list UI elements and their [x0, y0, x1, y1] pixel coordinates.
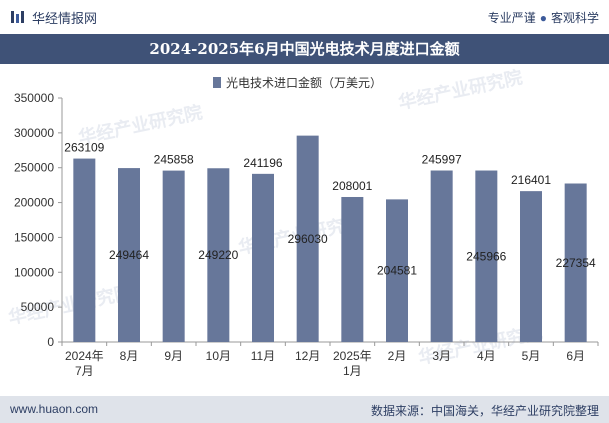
footer-website: www.huaon.com	[10, 402, 99, 416]
x-tick-label: 12月	[295, 349, 320, 363]
x-tick-label: 2025年 1月	[333, 349, 372, 378]
x-tick-label: 4月	[477, 349, 496, 363]
brand-name: 华经情报网	[32, 11, 98, 26]
y-tick-label: 150000	[14, 230, 54, 244]
data-label: 216401	[511, 173, 551, 187]
slogan: 专业严谨 ● 客观科学	[488, 9, 599, 26]
legend-swatch	[213, 77, 221, 88]
data-label: 227354	[556, 256, 596, 270]
x-axis: 2024年 7月 8月 9月 10月 11月 12月 2025年 1月 2月 3月 4月 5月 6月	[61, 341, 599, 378]
bar	[296, 135, 319, 342]
x-tick-label: 11月	[251, 349, 275, 363]
slogan-separator-icon: ●	[539, 11, 547, 25]
bar	[475, 170, 498, 342]
data-label: 245858	[154, 153, 194, 167]
data-label: 249220	[198, 248, 238, 262]
x-tick-label: 8月	[120, 349, 139, 363]
bar	[430, 170, 453, 342]
x-tick-label: 10月	[206, 349, 231, 363]
x-tick-label: 9月	[164, 349, 183, 363]
x-tick-label: 2024年 7月	[65, 349, 104, 378]
y-tick-label: 200000	[14, 196, 54, 210]
bar	[73, 158, 96, 342]
watermark-text: 华经产业研究院	[396, 66, 524, 113]
data-label: 245997	[422, 153, 462, 167]
header-bar: 华经情报网 专业严谨 ● 客观科学	[0, 0, 609, 34]
x-tick-label: 5月	[522, 349, 541, 363]
bar	[118, 168, 140, 342]
bar	[564, 183, 587, 342]
x-tick-label: 3月	[432, 349, 451, 363]
bar-chart: 华经产业研究院华经产业研究院华经产业研究院华经产业研究院华经产业研究院 光电技术…	[6, 66, 599, 378]
bar	[341, 196, 364, 342]
data-label: 263109	[64, 141, 104, 155]
legend: 光电技术进口金额（万美元）	[213, 75, 382, 90]
slogan-right: 客观科学	[550, 11, 599, 25]
bars	[73, 135, 587, 342]
bar	[520, 191, 542, 342]
data-label: 204581	[377, 264, 417, 278]
data-label: 296030	[288, 232, 328, 246]
chart-title: 2024-2025年6月中国光电技术月度进口金额	[0, 34, 609, 64]
legend-label: 光电技术进口金额（万美元）	[226, 75, 382, 90]
footer-source: 数据来源：中国海关，华经产业研究院整理	[370, 404, 599, 418]
y-tick-label: 250000	[14, 161, 54, 175]
data-label: 249464	[109, 248, 149, 262]
slogan-left: 专业严谨	[487, 11, 536, 25]
bar	[162, 170, 185, 342]
x-tick-label: 2月	[388, 349, 407, 363]
bar	[207, 168, 230, 342]
y-tick-label: 0	[47, 335, 54, 349]
y-tick-label: 50000	[21, 300, 55, 314]
brand-logo-icon	[11, 11, 24, 23]
y-tick-label: 300000	[14, 126, 54, 140]
y-axis: 0 50000 100000 150000 200000 250000 300000 3500…	[14, 91, 63, 349]
y-tick-label: 100000	[14, 265, 54, 279]
y-tick-label: 350000	[14, 91, 54, 105]
x-tick-label: 6月	[566, 349, 585, 363]
data-label: 245966	[466, 249, 506, 263]
data-label: 208001	[332, 179, 372, 193]
bar	[252, 173, 274, 342]
data-label: 241196	[243, 156, 282, 170]
data-labels: 263109 249464 245858 249220 241196 296030 2080…	[64, 141, 596, 278]
footer-bar: www.huaon.com 数据来源：中国海关，华经产业研究院整理	[0, 396, 609, 423]
bar	[386, 199, 408, 342]
